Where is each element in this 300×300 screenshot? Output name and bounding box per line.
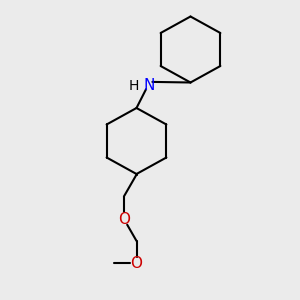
Text: O: O — [118, 212, 130, 226]
Text: H: H — [128, 79, 139, 92]
Text: N: N — [143, 78, 154, 93]
Text: O: O — [130, 256, 142, 271]
